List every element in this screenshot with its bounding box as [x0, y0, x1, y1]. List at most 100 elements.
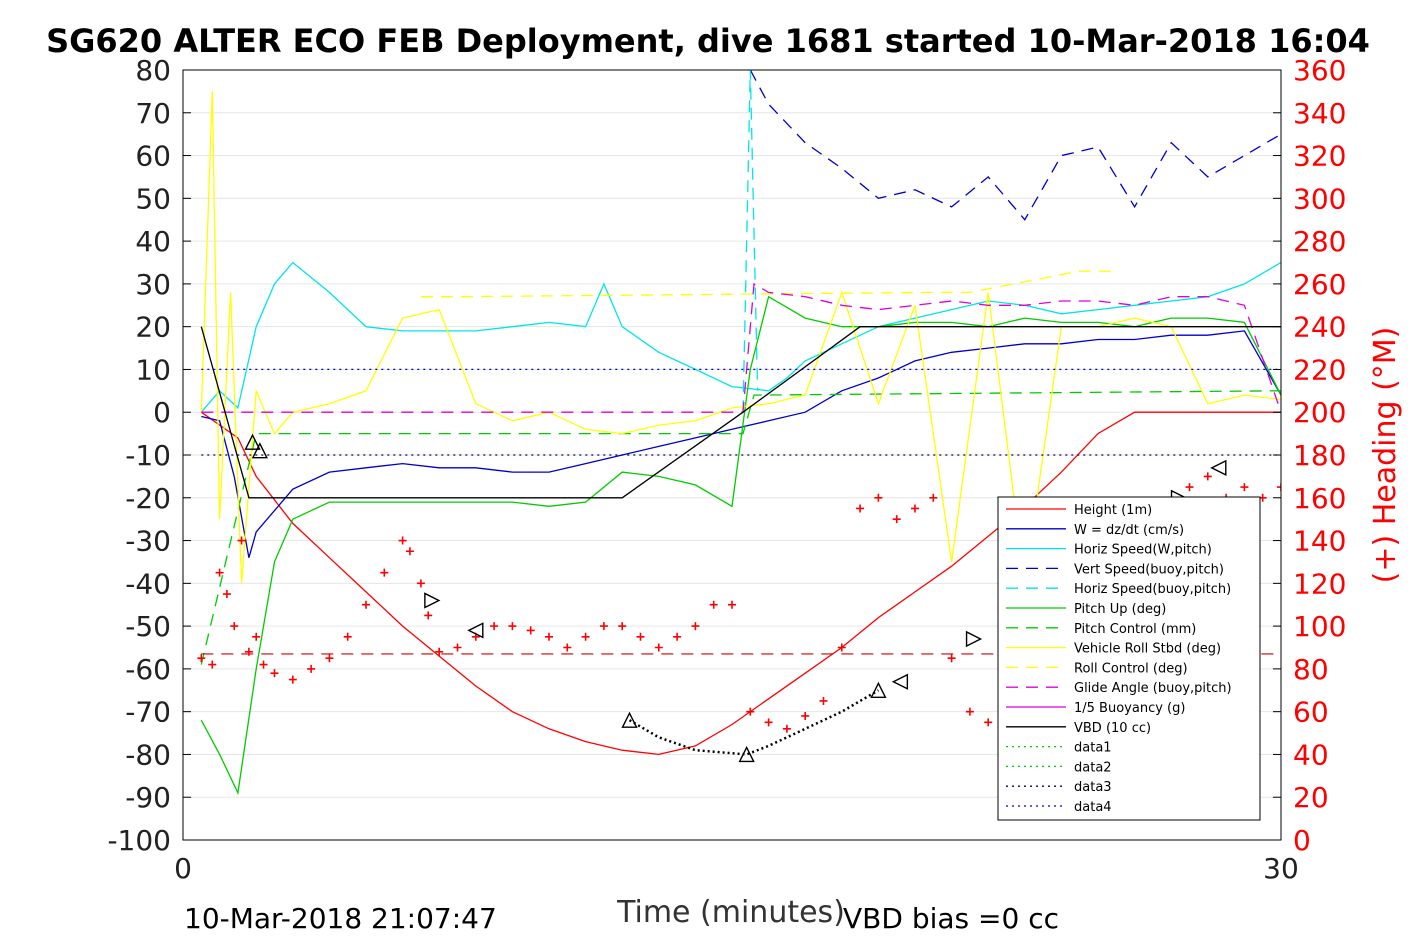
y2-axis-ticks: 3603403203002802602402202001801601401201… — [1273, 54, 1346, 857]
heading-point — [801, 711, 810, 720]
y-axis-ticks: 80 70 60 50 40 30 20 10 0 -10 -20 -30 -40 -50 -60 -70 -8… — [107, 54, 191, 857]
heading-point — [618, 622, 627, 631]
legend-entry: Horiz Speed(buoy,pitch) — [1074, 582, 1231, 597]
heading-point — [259, 660, 268, 669]
series-line-height-dotted — [628, 689, 880, 756]
heading-point — [343, 632, 352, 641]
marker-triangle — [244, 433, 261, 450]
heading-point — [929, 493, 938, 502]
y2-tick-label: 20 — [1293, 781, 1329, 814]
legend-entry: Height (1m) — [1074, 503, 1152, 518]
y2-tick-label: 80 — [1293, 653, 1329, 686]
series-line-glide — [201, 282, 1281, 413]
heading-point — [453, 643, 462, 652]
heading-point — [405, 547, 414, 556]
y2-tick-label: 40 — [1293, 738, 1329, 771]
series-line-pitch_control — [200, 390, 1281, 665]
heading-point — [691, 622, 700, 631]
y2-tick-label: 0 — [1293, 824, 1311, 857]
heading-point — [599, 622, 608, 631]
y-tick-label: -20 — [125, 482, 171, 515]
y2-tick-label: 100 — [1293, 610, 1346, 643]
footer-vbd-bias: VBD bias =0 cc — [843, 902, 1059, 935]
heading-point — [947, 654, 956, 663]
y-tick-label: 70 — [135, 97, 171, 130]
marker-triangle — [738, 745, 755, 763]
marker-triangle — [891, 673, 909, 690]
heading-point — [636, 632, 645, 641]
y-tick-label: -50 — [125, 610, 171, 643]
heading-point — [673, 632, 682, 641]
y2-tick-label: 180 — [1293, 439, 1346, 472]
x-axis-ticks: 0 30 — [174, 852, 1299, 885]
y-tick-label: -40 — [125, 567, 171, 600]
x-tick-label: 0 — [174, 852, 192, 885]
footer-timestamp: 10-Mar-2018 21:07:47 — [184, 902, 497, 935]
legend-entry: Pitch Control (mm) — [1074, 622, 1196, 637]
heading-point — [965, 707, 974, 716]
heading-point — [1240, 483, 1249, 492]
heading-point — [416, 579, 425, 588]
series-line-w — [201, 330, 1281, 558]
y2-tick-label: 140 — [1293, 525, 1346, 558]
y2-tick-label: 320 — [1293, 140, 1346, 173]
legend-entry: Vehicle Roll Stbd (deg) — [1074, 642, 1221, 657]
legend-entry: W = dz/dt (cm/s) — [1074, 523, 1184, 538]
heading-point — [728, 600, 736, 609]
series-line-horiz_w — [200, 261, 1281, 413]
y-tick-label: -10 — [125, 439, 171, 472]
marker-triangle — [965, 630, 983, 648]
heading-point — [1203, 472, 1212, 481]
series-line-pitch_up — [200, 295, 1281, 796]
y2-tick-label: 120 — [1293, 567, 1346, 600]
y-tick-label: 30 — [135, 268, 171, 301]
heading-point — [237, 536, 246, 545]
legend-entry: data3 — [1074, 780, 1112, 795]
legend-entry: Horiz Speed(W,pitch) — [1074, 543, 1212, 558]
legend-box — [997, 496, 1261, 821]
y-tick-label: -60 — [125, 653, 171, 686]
legend-entry: VBD (10 cc) — [1074, 721, 1151, 736]
marker-triangle — [467, 622, 484, 639]
marker-triangle — [621, 711, 638, 728]
heading-point — [984, 718, 993, 727]
heading-point — [1185, 483, 1194, 492]
heading-point — [288, 675, 297, 684]
heading-point — [230, 622, 239, 631]
heading-point — [819, 696, 828, 705]
y-tick-label: 10 — [135, 353, 171, 386]
legend-entry: 1/5 Buoyancy (g) — [1074, 701, 1185, 716]
marker-triangle — [251, 442, 268, 459]
heading-point — [709, 600, 718, 609]
marker-triangle — [870, 681, 887, 698]
heading-point — [222, 590, 231, 599]
legend: Height (1m) W = dz/dt (cm/s) Horiz Speed(W… — [997, 496, 1261, 821]
y-tick-label: -70 — [125, 696, 171, 729]
legend-entry: Roll Control (deg) — [1074, 661, 1188, 676]
series-line-height — [200, 411, 1281, 756]
heading-point — [508, 622, 517, 631]
heading-point — [581, 632, 590, 641]
heading-point — [380, 568, 389, 577]
y2-tick-label: 280 — [1293, 225, 1346, 258]
series-line-vert_buoy — [749, 70, 1281, 221]
heading-point — [837, 643, 846, 652]
y2-tick-label: 260 — [1293, 268, 1346, 301]
heading-point — [545, 632, 553, 641]
heading-point — [252, 632, 261, 641]
heading-point — [764, 718, 773, 727]
legend-entry: data1 — [1074, 741, 1112, 756]
y-tick-label: 80 — [135, 54, 171, 87]
legend-entry: data4 — [1074, 800, 1112, 815]
heading-point — [746, 707, 755, 716]
series-layer — [200, 70, 1281, 796]
chart-title: SG620 ALTER ECO FEB Deployment, dive 168… — [46, 22, 1370, 60]
legend-entry: data2 — [1074, 760, 1112, 775]
heading-point — [362, 600, 370, 609]
y-tick-label: -90 — [125, 781, 171, 814]
y-tick-label: 20 — [135, 311, 171, 344]
x-axis-label: Time (minutes) — [616, 895, 845, 930]
heading-point — [307, 664, 316, 673]
heading-point — [856, 504, 865, 513]
